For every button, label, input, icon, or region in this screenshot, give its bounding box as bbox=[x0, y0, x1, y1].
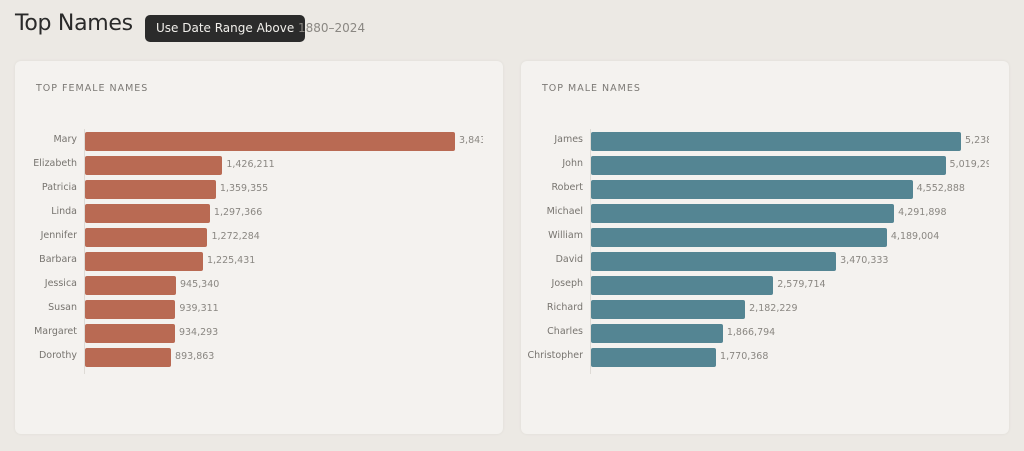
bar bbox=[85, 276, 177, 295]
category-label: Charles bbox=[547, 326, 583, 337]
bar-row: Elizabeth 1,426,211 bbox=[15, 153, 483, 177]
bar bbox=[85, 204, 210, 223]
y-axis bbox=[590, 129, 591, 374]
bar-row: Margaret 934,293 bbox=[15, 321, 483, 345]
category-label: Patricia bbox=[41, 182, 77, 193]
bar bbox=[591, 276, 774, 295]
category-label: William bbox=[548, 230, 583, 241]
bar-row: Mary 3,843,000 bbox=[15, 129, 483, 153]
value-label: 5,019,290 bbox=[949, 159, 989, 170]
bar bbox=[591, 156, 946, 175]
category-label: James bbox=[554, 134, 583, 145]
value-label: 934,293 bbox=[178, 327, 219, 338]
category-label: Elizabeth bbox=[33, 158, 77, 169]
category-label: David bbox=[555, 254, 583, 265]
bar-row: Barbara 1,225,431 bbox=[15, 249, 483, 273]
page-title: Top Names bbox=[15, 11, 133, 36]
bar bbox=[85, 324, 175, 343]
bar bbox=[85, 348, 172, 367]
bar-row: Christopher 1,770,368 bbox=[521, 345, 989, 369]
date-range-label: 1880–2024 bbox=[298, 21, 366, 35]
bar bbox=[591, 204, 895, 223]
category-label: Joseph bbox=[551, 278, 583, 289]
category-label: Margaret bbox=[34, 326, 77, 337]
value-label: 4,291,898 bbox=[898, 207, 947, 218]
bar-row: Patricia 1,359,355 bbox=[15, 177, 483, 201]
bar-row: Richard 2,182,229 bbox=[521, 297, 989, 321]
bar bbox=[85, 180, 216, 199]
bar bbox=[591, 300, 746, 319]
bar bbox=[85, 252, 203, 271]
value-label: 939,311 bbox=[179, 303, 219, 314]
category-label: Susan bbox=[48, 302, 77, 313]
bar bbox=[85, 156, 223, 175]
bar-row: Jennifer 1,272,284 bbox=[15, 225, 483, 249]
male-names-card: TOP MALE NAMES James 5,238,000 John 5,019,2… bbox=[521, 61, 1009, 434]
value-label: 3,470,333 bbox=[840, 255, 889, 266]
value-label: 4,189,004 bbox=[890, 231, 940, 242]
category-label: Michael bbox=[546, 206, 583, 217]
bar bbox=[85, 300, 176, 319]
bar bbox=[591, 252, 837, 271]
male-chart: James 5,238,000 John 5,019,290 Robert 4,552,8… bbox=[521, 129, 989, 374]
value-label: 893,863 bbox=[175, 351, 215, 362]
bar-row: William 4,189,004 bbox=[521, 225, 989, 249]
value-label: 1,297,366 bbox=[213, 207, 263, 218]
category-label: Richard bbox=[546, 302, 583, 313]
bar bbox=[591, 228, 887, 247]
bar-row: David 3,470,333 bbox=[521, 249, 989, 273]
value-label: 945,340 bbox=[180, 279, 220, 290]
bar-row: Linda 1,297,366 bbox=[15, 201, 483, 225]
value-label: 1,770,368 bbox=[720, 351, 769, 362]
category-label: Robert bbox=[551, 182, 584, 193]
use-date-range-button[interactable]: Use Date Range Above bbox=[145, 15, 306, 42]
category-label: Jessica bbox=[44, 278, 77, 289]
chart-title: TOP MALE NAMES bbox=[542, 83, 641, 94]
bar-row: Charles 1,866,794 bbox=[521, 321, 989, 345]
category-label: John bbox=[562, 158, 583, 169]
category-label: Barbara bbox=[39, 254, 77, 265]
bar bbox=[591, 132, 961, 151]
bar-row: Joseph 2,579,714 bbox=[521, 273, 989, 297]
value-label: 1,866,794 bbox=[726, 327, 776, 338]
value-label: 1,225,431 bbox=[206, 255, 256, 266]
bar-row: John 5,019,290 bbox=[521, 153, 989, 177]
chart-title: TOP FEMALE NAMES bbox=[36, 83, 149, 94]
value-label: 5,238,000 bbox=[965, 135, 989, 146]
value-label: 1,426,211 bbox=[226, 159, 275, 170]
bar-row: Robert 4,552,888 bbox=[521, 177, 989, 201]
bar-row: Dorothy 893,863 bbox=[15, 345, 483, 369]
female-names-card: TOP FEMALE NAMES Mary 3,843,000 Elizabeth 1… bbox=[15, 61, 503, 434]
bar-row: Jessica 945,340 bbox=[15, 273, 483, 297]
value-label: 2,579,714 bbox=[777, 279, 826, 290]
value-label: 3,843,000 bbox=[459, 135, 483, 146]
bar bbox=[591, 180, 913, 199]
value-label: 4,552,888 bbox=[916, 183, 965, 194]
value-label: 1,272,284 bbox=[211, 231, 260, 242]
bar-row: James 5,238,000 bbox=[521, 129, 989, 153]
bar bbox=[591, 348, 717, 367]
category-label: Linda bbox=[51, 206, 77, 217]
bar bbox=[591, 324, 723, 343]
category-label: Mary bbox=[53, 134, 77, 145]
bar-row: Susan 939,311 bbox=[15, 297, 483, 321]
bar-row: Michael 4,291,898 bbox=[521, 201, 989, 225]
female-chart: Mary 3,843,000 Elizabeth 1,426,211 Patricia 1… bbox=[15, 129, 483, 374]
value-label: 1,359,355 bbox=[219, 183, 269, 194]
value-label: 2,182,229 bbox=[749, 303, 798, 314]
y-axis bbox=[84, 129, 85, 374]
bar bbox=[85, 228, 208, 247]
category-label: Christopher bbox=[527, 350, 584, 361]
category-label: Jennifer bbox=[40, 230, 77, 241]
bar bbox=[85, 132, 455, 151]
category-label: Dorothy bbox=[38, 350, 77, 361]
